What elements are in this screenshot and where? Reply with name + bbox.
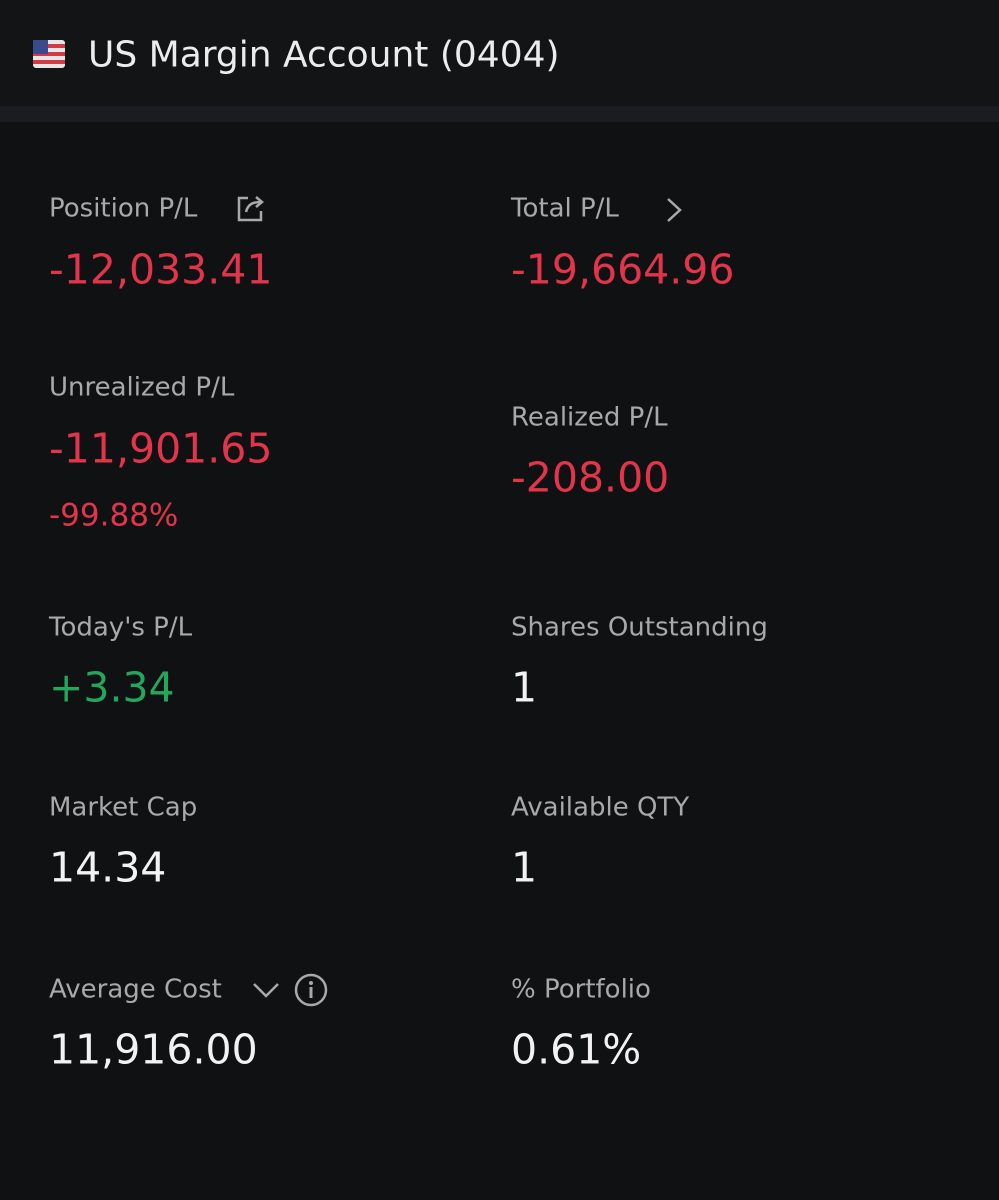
header: US Margin Account (0404) (0, 0, 999, 106)
field-label: % Portfolio (511, 974, 651, 1005)
share-icon[interactable] (234, 194, 266, 224)
field-value: 14.34 (49, 843, 167, 892)
field-label: Today's P/L (49, 612, 193, 643)
field-label: Available QTY (511, 792, 690, 823)
field-value: 0.61% (511, 1025, 642, 1074)
field-label[interactable]: Total P/L (511, 193, 619, 224)
chevron-down[interactable] (251, 980, 281, 1000)
separator (0, 106, 999, 122)
field-value: -11,901.65 (49, 424, 273, 473)
field-value: 1 (511, 843, 538, 892)
account-title[interactable]: US Margin Account (0404) (88, 34, 560, 76)
field-label[interactable]: Average Cost (49, 974, 222, 1005)
field-value: +3.34 (49, 663, 175, 712)
field-value: -12,033.41 (49, 245, 273, 294)
chevron-right[interactable] (664, 196, 684, 224)
field-label: Position P/L (49, 193, 198, 224)
field-value: -208.00 (511, 453, 670, 502)
field-percent: -99.88% (49, 497, 179, 534)
field-label: Unrealized P/L (49, 372, 235, 403)
field-label: Shares Outstanding (511, 612, 768, 643)
field-value: -19,664.96 (511, 245, 735, 294)
field-value: 1 (511, 663, 538, 712)
field-value: 11,916.00 (49, 1025, 258, 1074)
info-icon[interactable] (294, 973, 328, 1007)
field-label: Market Cap (49, 792, 198, 823)
field-label: Realized P/L (511, 402, 668, 433)
us-flag (33, 40, 65, 68)
